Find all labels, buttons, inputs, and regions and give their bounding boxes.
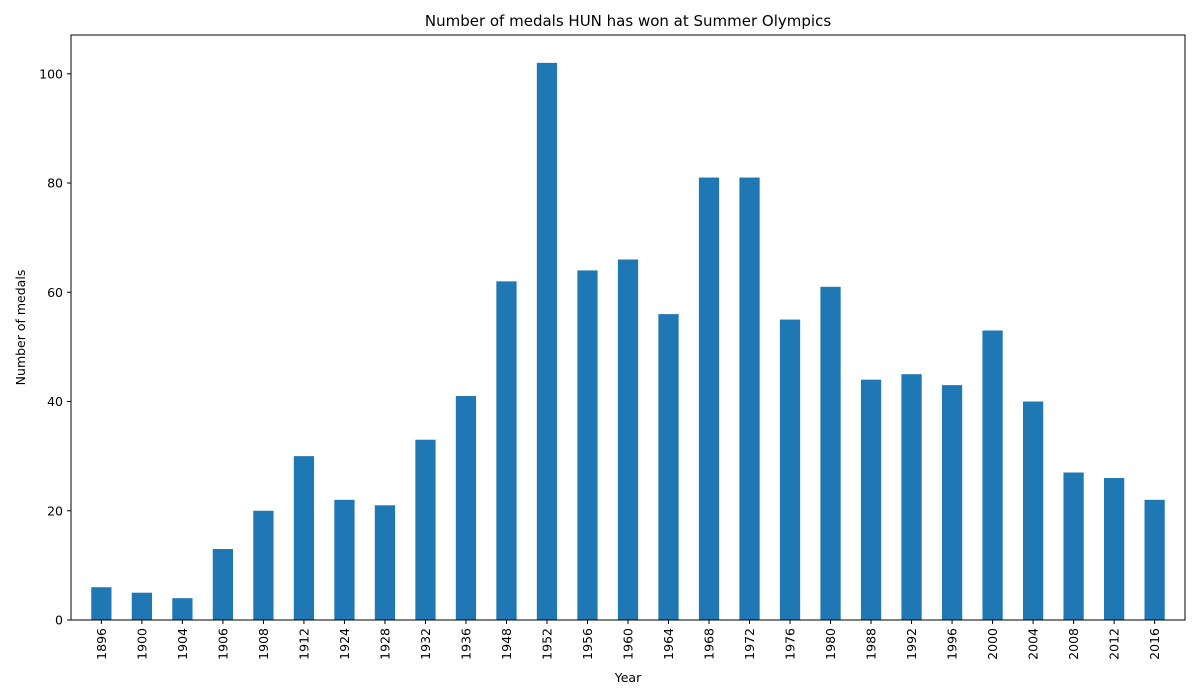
bar-1964 (658, 314, 679, 620)
bar-1906 (212, 548, 234, 620)
y-tick-label-40: 40 (47, 394, 63, 409)
x-tick-label-1906: 1906 (215, 628, 230, 660)
plot-frame (70, 34, 1186, 621)
bar-1908 (253, 510, 274, 620)
x-tick-label-1924: 1924 (337, 628, 352, 660)
bar-1936 (455, 396, 477, 620)
x-tick-label-1948: 1948 (499, 628, 514, 660)
x-axis-label: Year (614, 670, 642, 685)
bar-1992 (901, 374, 922, 620)
x-tick-label-2000: 2000 (985, 628, 1000, 660)
x-tick-label-1996: 1996 (945, 628, 960, 660)
bar-2008 (1063, 472, 1084, 620)
x-tick-label-2016: 2016 (1147, 628, 1162, 660)
bar-1948 (496, 281, 517, 620)
y-tick-label-80: 80 (47, 176, 63, 191)
x-tick-label-2004: 2004 (1026, 628, 1041, 660)
x-tick-label-1988: 1988 (864, 628, 879, 660)
bar-1996 (941, 385, 963, 620)
x-tick-label-1980: 1980 (823, 628, 838, 660)
x-tick-label-1960: 1960 (621, 628, 636, 660)
x-tick-label-1936: 1936 (458, 628, 473, 660)
bar-2000 (982, 330, 1003, 620)
bar-1968 (698, 177, 720, 620)
x-tick-label-2012: 2012 (1107, 628, 1122, 660)
x-tick-label-1952: 1952 (539, 628, 554, 660)
bar-2004 (1022, 401, 1044, 620)
x-tick-label-1932: 1932 (418, 628, 433, 660)
bar-1976 (779, 319, 801, 620)
y-axis: 0 20 40 60 80 100 (39, 66, 71, 628)
bar-1932 (415, 439, 436, 620)
bar-1928 (374, 505, 396, 620)
bar-1952 (536, 62, 558, 621)
y-tick-label-0: 0 (55, 613, 63, 628)
bar-1924 (334, 499, 355, 620)
x-tick-label-1976: 1976 (783, 628, 798, 660)
bar-1912 (293, 456, 315, 620)
chart-title: Number of medals HUN has won at Summer O… (425, 12, 831, 30)
x-tick-label-1904: 1904 (175, 628, 190, 660)
bar-2012 (1103, 477, 1125, 620)
y-tick-label-60: 60 (47, 285, 63, 300)
y-tick-label-20: 20 (47, 503, 63, 518)
x-tick-label-1908: 1908 (256, 628, 271, 660)
x-tick-label-2008: 2008 (1066, 628, 1081, 660)
bar-1900 (131, 592, 153, 620)
x-tick-label-1968: 1968 (702, 628, 717, 660)
x-tick-label-1972: 1972 (742, 628, 757, 660)
x-tick-label-1992: 1992 (904, 628, 919, 660)
x-tick-label-1928: 1928 (377, 628, 392, 660)
bar-1956 (577, 270, 598, 620)
bar-1960 (617, 259, 639, 620)
bar-1988 (860, 379, 882, 620)
bar-1904 (172, 598, 193, 620)
x-tick-label-1900: 1900 (134, 628, 149, 660)
x-axis: 1896 1900 1904 1906 1908 1912 1924 1928 1932 1936… (94, 620, 1162, 660)
x-tick-label-1964: 1964 (661, 628, 676, 660)
bars-group (91, 62, 1165, 621)
bar-2016 (1144, 499, 1165, 620)
y-tick-label-100: 100 (39, 66, 63, 81)
bar-1972 (739, 177, 760, 620)
x-tick-label-1912: 1912 (296, 628, 311, 660)
x-tick-label-1896: 1896 (94, 628, 109, 660)
x-tick-label-1956: 1956 (580, 628, 595, 660)
bar-1980 (820, 286, 841, 620)
y-axis-label: Number of medals (13, 270, 28, 386)
bar-1896 (91, 587, 112, 620)
